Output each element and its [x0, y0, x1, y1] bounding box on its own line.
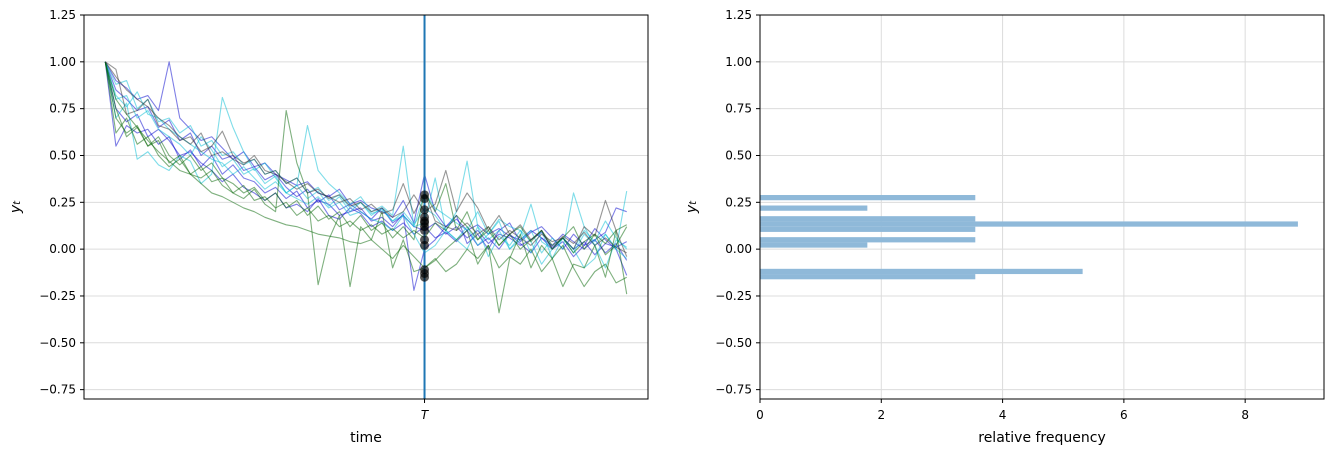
right-chart-y-ticks: 1.25 1.00 0.75 0.50 0.25 0.00 −0.25 −0.50 −0.75: [715, 8, 760, 397]
right-chart-y-axis-label-base: y: [684, 204, 700, 214]
left-chart-T-marker: [420, 272, 430, 282]
right-chart-y-axis-label-sub: t: [688, 200, 699, 205]
left-chart-y-ticks: 1.25 1.00 0.75 0.50 0.25 0.00 −0.25 −0.50 −0.75: [39, 8, 84, 397]
left-chart-series-line: [104, 61, 628, 256]
left-chart-x-axis-label: time: [350, 430, 382, 446]
left-chart-T-marker: [420, 205, 430, 215]
left-chart-y-axis-label: yt: [8, 200, 24, 214]
right-chart-y-tick-label: 0.75: [725, 102, 752, 116]
left-chart-series-line: [104, 61, 628, 291]
left-chart-series-line: [104, 61, 628, 314]
right-chart-x-tick-label: 4: [999, 408, 1007, 422]
right-chart-axes: 1.251.000.750.500.250.00−0.25−0.50−0.75 …: [684, 8, 1325, 446]
right-chart-y-tick-label: 0.00: [725, 242, 752, 256]
right-chart-x-axis-label: relative frequency: [978, 430, 1105, 446]
right-chart-y-tick-label: 1.00: [725, 55, 752, 69]
right-chart-y-tick-label: −0.25: [715, 289, 752, 303]
left-chart-y-tick-label: −0.50: [39, 336, 76, 350]
left-chart-y-tick-label: 1.00: [49, 55, 76, 69]
left-chart-y-axis-label-sub: t: [12, 200, 23, 205]
right-chart-y-tick-label: 0.25: [725, 195, 752, 209]
left-chart-x-tick-label-T: T: [421, 408, 430, 422]
right-chart-bars: [760, 195, 1298, 280]
left-chart-series-lines: [104, 61, 628, 314]
right-chart-gridlines: [760, 14, 1324, 399]
right-chart-bar: [760, 226, 976, 232]
left-chart-T-marker: [420, 240, 430, 250]
left-chart-y-axis-label-base: y: [8, 204, 24, 214]
right-chart-bar: [760, 237, 976, 243]
left-chart-T-marker: [420, 194, 430, 204]
left-chart-x-ticks: T: [421, 399, 430, 422]
left-chart-y-tick-label: −0.75: [39, 383, 76, 397]
right-chart-bar: [760, 216, 976, 222]
right-chart-bar: [760, 274, 976, 280]
right-chart-bar: [760, 268, 1083, 275]
left-chart-series-line: [104, 61, 628, 269]
right-chart-x-tick-label: 2: [877, 408, 885, 422]
left-chart-y-tick-label: 0.75: [49, 102, 76, 116]
left-chart-y-tick-label: 0.50: [49, 148, 76, 162]
right-chart-bar: [760, 205, 868, 211]
left-chart-series-line: [104, 61, 627, 288]
right-chart-bar: [760, 195, 976, 201]
right-chart-y-tick-label: 1.25: [725, 8, 752, 22]
right-chart-y-axis-label: yt: [684, 200, 700, 214]
left-chart-frame: [83, 14, 649, 400]
right-chart-x-tick-label: 8: [1241, 408, 1249, 422]
right-chart-bar: [760, 221, 1298, 227]
left-chart-y-tick-label: −0.25: [39, 289, 76, 303]
right-chart-y-tick-label: 0.50: [725, 148, 752, 162]
left-chart-series-line: [104, 61, 627, 256]
left-chart-gridlines: [84, 14, 648, 391]
right-chart-y-tick-label: −0.50: [715, 336, 752, 350]
right-chart-bar: [760, 242, 868, 248]
right-chart-x-tick-label: 6: [1120, 408, 1128, 422]
right-chart-x-tick-label: 0: [756, 408, 764, 422]
right-chart-y-tick-label: −0.75: [715, 383, 752, 397]
left-chart-T-markers: [420, 190, 430, 282]
left-chart-y-tick-label: 1.25: [49, 8, 76, 22]
right-chart-frame: [759, 14, 1325, 400]
left-chart-series-line: [104, 61, 628, 257]
right-chart-x-ticks: 0 2 4 6 8: [756, 399, 1249, 422]
left-chart-T-marker: [420, 225, 430, 235]
left-chart-y-tick-label: 0.25: [49, 195, 76, 209]
left-chart-y-tick-label: 0.00: [49, 242, 76, 256]
left-chart-axes: 1.251.000.750.500.250.00−0.25−0.50−0.75 …: [8, 8, 649, 446]
